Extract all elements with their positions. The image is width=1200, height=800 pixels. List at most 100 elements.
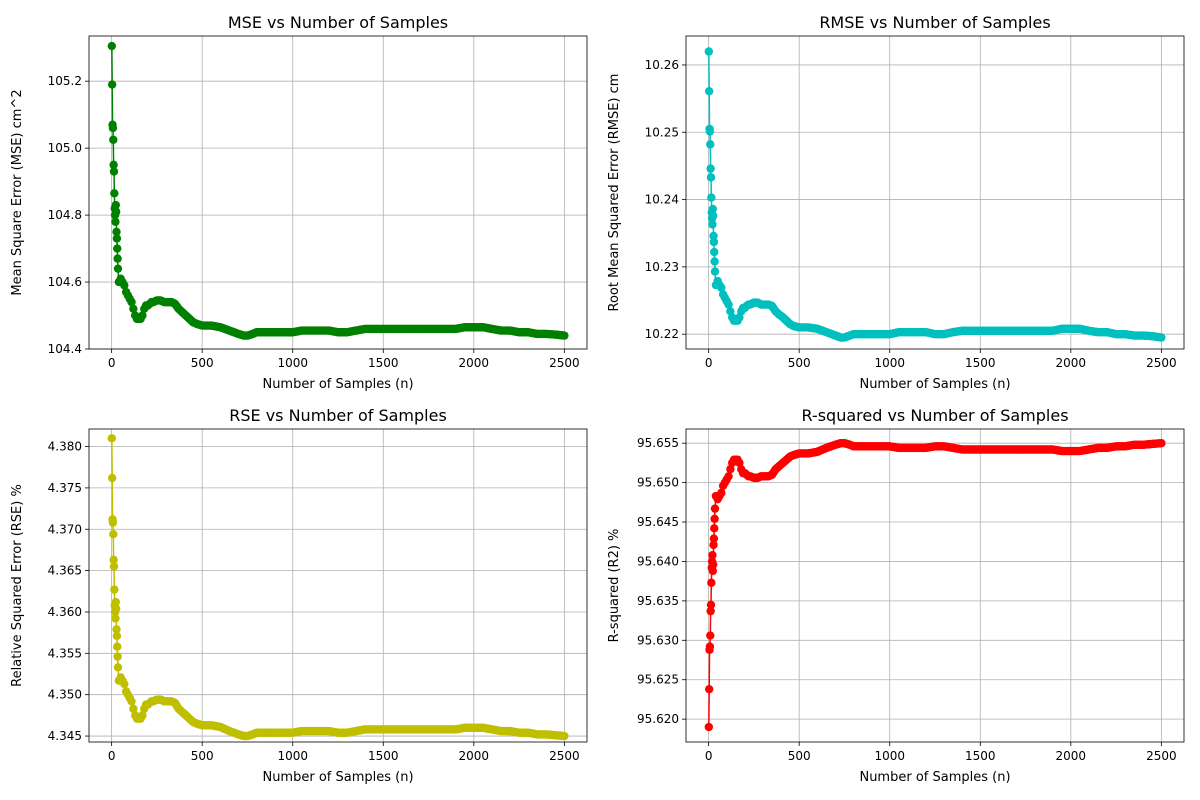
data-point <box>107 80 117 89</box>
x-tick-label: 1500 <box>965 356 996 370</box>
x-axis-label: Number of Samples (n) <box>859 770 1010 785</box>
y-tick-label: 10.24 <box>645 193 679 207</box>
plot-frame <box>88 428 588 743</box>
y-tick-label: 105.2 <box>48 74 82 88</box>
x-tick-label: 500 <box>788 749 811 763</box>
data-point <box>724 472 733 481</box>
x-tick-label: 2500 <box>1146 356 1177 370</box>
x-tick-label: 500 <box>191 749 214 763</box>
data-point <box>111 217 120 226</box>
data-point <box>708 560 718 569</box>
x-tick-label: 0 <box>108 749 116 763</box>
data-point <box>706 173 716 182</box>
data-point <box>107 434 117 443</box>
data-point <box>108 518 118 527</box>
plot-frame <box>685 428 1185 743</box>
series-group <box>107 41 569 340</box>
data-point <box>705 127 715 136</box>
data-point <box>710 514 719 524</box>
data-point <box>706 140 715 149</box>
chart-panel-4: 0 500 1000 1500 2000 2500 95.620 95.625 95.630 95… <box>607 406 1185 785</box>
y-tick-label: 105.0 <box>48 141 82 155</box>
series-group <box>704 438 1166 732</box>
data-point <box>710 504 720 513</box>
data-point <box>113 264 123 273</box>
data-point <box>704 722 714 732</box>
data-point <box>110 585 119 594</box>
y-tick-label: 95.620 <box>637 712 679 726</box>
y-tick-label: 4.370 <box>48 522 82 536</box>
y-axis-label: Root Mean Squared Error (RMSE) cm <box>607 74 622 312</box>
y-axis-label: R-squared (R2) % <box>607 529 622 643</box>
chart-title: R-squared vs Number of Samples <box>801 406 1068 425</box>
x-tick-label: 1000 <box>874 356 905 370</box>
y-axis-label: Relative Squared Error (RSE) % <box>10 484 25 687</box>
x-tick-label: 0 <box>705 749 713 763</box>
data-point <box>704 86 714 96</box>
data-point <box>127 697 136 706</box>
data-point <box>708 220 717 229</box>
data-point <box>708 211 718 220</box>
y-tick-label: 10.26 <box>645 58 679 72</box>
data-point <box>113 642 122 651</box>
data-point <box>111 200 121 210</box>
data-point <box>111 207 121 216</box>
data-point <box>129 704 138 713</box>
series-line <box>111 438 565 737</box>
data-point <box>735 458 744 468</box>
x-tick-label: 2000 <box>459 749 490 763</box>
data-point <box>704 684 714 694</box>
data-point <box>113 254 122 263</box>
series-line <box>708 442 1162 728</box>
data-point <box>109 555 118 565</box>
y-tick-label: 95.640 <box>637 554 679 568</box>
plot-frame <box>685 35 1185 350</box>
y-tick-label: 95.655 <box>637 436 679 450</box>
chart-title: MSE vs Number of Samples <box>228 13 448 32</box>
data-point <box>120 679 129 689</box>
data-point <box>726 465 735 474</box>
x-tick-label: 500 <box>191 356 214 370</box>
data-point <box>109 530 118 539</box>
data-point <box>710 257 719 266</box>
y-tick-label: 95.645 <box>637 515 679 529</box>
x-tick-label: 1000 <box>277 749 308 763</box>
data-point <box>709 237 719 247</box>
data-point <box>717 283 726 292</box>
y-tick-label: 4.350 <box>48 688 82 702</box>
data-point <box>724 300 733 309</box>
data-point <box>709 231 718 241</box>
y-tick-label: 95.650 <box>637 476 679 490</box>
x-axis-label: Number of Samples (n) <box>262 377 413 392</box>
data-point <box>706 606 715 616</box>
data-point <box>710 247 719 257</box>
data-point <box>112 234 122 243</box>
y-tick-label: 104.4 <box>48 342 82 356</box>
data-point <box>111 614 120 623</box>
y-tick-label: 10.22 <box>645 327 679 341</box>
data-point <box>706 631 715 640</box>
data-point <box>1157 438 1166 448</box>
data-point <box>709 540 718 550</box>
chart-panel-1: 0 500 1000 1500 2000 2500 104.4 104.6 104.8 105.0… <box>10 13 588 392</box>
x-tick-label: 2000 <box>459 356 490 370</box>
chart-title: RSE vs Number of Samples <box>229 406 447 425</box>
x-tick-label: 0 <box>108 356 116 370</box>
data-point <box>717 488 726 498</box>
x-tick-label: 2500 <box>1146 749 1177 763</box>
data-point <box>113 652 122 661</box>
data-point <box>138 711 147 720</box>
data-point <box>113 663 123 672</box>
data-point <box>710 524 719 533</box>
x-tick-label: 2000 <box>1056 749 1087 763</box>
x-axis-label: Number of Samples (n) <box>262 770 413 785</box>
data-point <box>109 167 119 176</box>
y-tick-label: 4.380 <box>48 440 82 454</box>
data-point <box>120 281 129 290</box>
data-point <box>1157 333 1166 342</box>
data-point <box>560 731 569 741</box>
data-point <box>710 267 720 276</box>
y-tick-label: 95.635 <box>637 594 679 608</box>
y-tick-label: 4.375 <box>48 481 82 495</box>
